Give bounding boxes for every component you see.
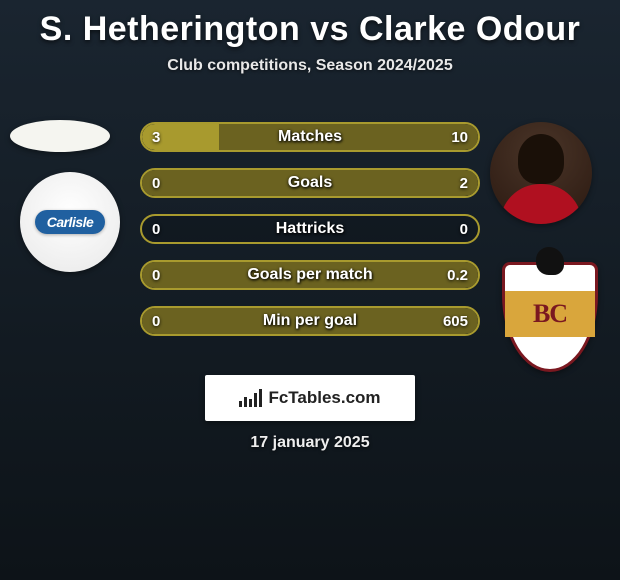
right-club-badge: BC bbox=[498, 258, 602, 376]
bars-chart-icon bbox=[239, 389, 262, 407]
stat-value-left: 0 bbox=[152, 308, 160, 334]
left-club-badge: Carlisle bbox=[20, 172, 120, 272]
stat-value-right: 0 bbox=[460, 216, 468, 242]
stat-label: Goals bbox=[142, 170, 478, 196]
brand-box: FcTables.com bbox=[205, 375, 415, 421]
subtitle: Club competitions, Season 2024/2025 bbox=[0, 57, 620, 75]
page-title: S. Hetherington vs Clarke Odour bbox=[0, 0, 620, 49]
right-player-shirt bbox=[500, 184, 582, 224]
brand-text: FcTables.com bbox=[268, 388, 380, 408]
stat-value-left: 3 bbox=[152, 124, 160, 150]
stat-value-left: 0 bbox=[152, 170, 160, 196]
left-club-badge-text: Carlisle bbox=[35, 210, 106, 234]
stat-value-right: 2 bbox=[460, 170, 468, 196]
left-player-avatar bbox=[10, 120, 110, 152]
stat-value-right: 10 bbox=[451, 124, 468, 150]
stat-label: Min per goal bbox=[142, 308, 478, 334]
stat-row: Goals per match0 0.2 bbox=[140, 260, 480, 290]
stat-row: Goals0 2 bbox=[140, 168, 480, 198]
right-club-shield: BC bbox=[502, 262, 598, 372]
stat-label: Hattricks bbox=[142, 216, 478, 242]
stat-label: Goals per match bbox=[142, 262, 478, 288]
stat-value-right: 605 bbox=[443, 308, 468, 334]
rooster-icon bbox=[536, 247, 564, 275]
comparison-bars: Matches310Goals02Hattricks00Goals per ma… bbox=[140, 122, 480, 352]
right-player-avatar bbox=[490, 122, 592, 224]
right-club-band: BC bbox=[505, 291, 595, 337]
stat-value-left: 0 bbox=[152, 262, 160, 288]
stat-value-right: 0.2 bbox=[447, 262, 468, 288]
stat-value-left: 0 bbox=[152, 216, 160, 242]
stat-row: Hattricks0 0 bbox=[140, 214, 480, 244]
stat-row: Matches3 10 bbox=[140, 122, 480, 152]
stat-row: Min per goal0 605 bbox=[140, 306, 480, 336]
stat-label: Matches bbox=[142, 124, 478, 150]
date-text: 17 january 2025 bbox=[0, 434, 620, 452]
right-club-badge-text: BC bbox=[533, 299, 567, 329]
